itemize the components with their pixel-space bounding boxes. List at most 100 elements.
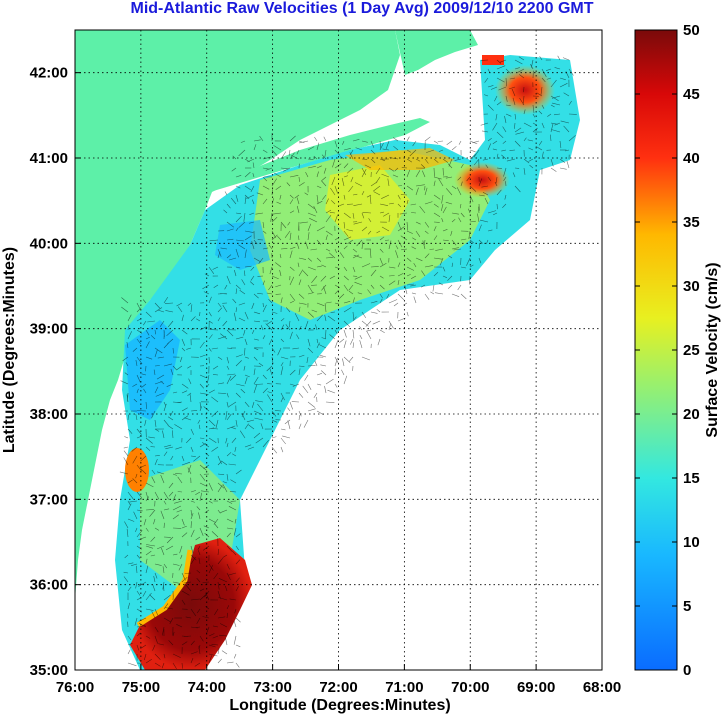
- velocity-arrow: [208, 482, 213, 491]
- velocity-arrow: [187, 392, 192, 397]
- velocity-arrow: [165, 310, 174, 313]
- velocity-arrow: [217, 382, 225, 385]
- velocity-arrow: [187, 467, 192, 475]
- velocity-arrow: [244, 185, 251, 191]
- velocity-arrow: [361, 190, 365, 196]
- velocity-arrow: [298, 176, 300, 182]
- velocity-arrow: [229, 598, 237, 601]
- velocity-arrow: [551, 129, 561, 133]
- velocity-arrow: [163, 403, 167, 412]
- velocity-arrow: [286, 182, 291, 187]
- velocity-arrow: [127, 649, 131, 655]
- velocity-arrow: [432, 284, 435, 292]
- velocity-arrow: [421, 270, 426, 277]
- velocity-arrow: [238, 244, 246, 250]
- velocity-arrow: [177, 306, 183, 313]
- velocity-arrow: [163, 508, 170, 511]
- velocity-arrow: [429, 248, 435, 250]
- velocity-arrow: [343, 221, 346, 229]
- velocity-arrow: [226, 518, 234, 523]
- velocity-arrow: [388, 167, 395, 172]
- speed-hotspot: [454, 162, 510, 198]
- velocity-arrow: [550, 123, 554, 133]
- velocity-arrow: [217, 392, 226, 394]
- velocity-arrow: [487, 68, 491, 73]
- lat-tick-label: 42:00: [30, 65, 68, 82]
- velocity-arrow: [244, 249, 247, 259]
- velocity-arrow: [433, 257, 443, 260]
- velocity-arrow: [124, 554, 129, 559]
- velocity-arrow: [343, 301, 351, 304]
- velocity-arrow: [217, 590, 221, 599]
- velocity-arrow: [195, 491, 201, 496]
- velocity-arrow: [235, 354, 243, 358]
- velocity-arrow: [494, 181, 498, 187]
- velocity-arrow: [211, 531, 219, 538]
- velocity-arrow: [172, 505, 182, 511]
- velocity-arrow: [481, 185, 489, 188]
- velocity-arrow: [485, 164, 489, 169]
- velocity-arrow: [224, 284, 228, 290]
- velocity-arrow: [199, 354, 206, 358]
- velocity-arrow: [433, 235, 438, 241]
- velocity-arrow: [235, 577, 240, 583]
- velocity-arrow: [143, 388, 147, 394]
- velocity-arrow: [198, 557, 201, 565]
- velocity-arrow: [161, 547, 165, 556]
- velocity-arrow: [244, 347, 246, 356]
- velocity-arrow: [231, 167, 237, 172]
- velocity-arrow: [373, 191, 381, 196]
- velocity-arrow: [439, 257, 444, 266]
- velocity-arrow: [412, 140, 417, 147]
- velocity-arrow: [383, 212, 390, 217]
- velocity-arrow: [235, 533, 241, 538]
- velocity-arrow: [433, 167, 435, 177]
- velocity-arrow: [309, 217, 318, 223]
- velocity-arrow: [196, 569, 201, 574]
- velocity-arrow: [496, 189, 502, 196]
- velocity-arrow: [514, 122, 516, 129]
- velocity-arrow: [395, 245, 399, 250]
- velocity-arrow: [229, 374, 237, 381]
- lat-tick-label: 35:00: [30, 662, 68, 679]
- velocity-arrow: [253, 376, 259, 385]
- velocity-arrow: [146, 544, 156, 547]
- velocity-arrow: [196, 608, 201, 614]
- velocity-arrow: [121, 306, 129, 313]
- velocity-arrow: [379, 329, 385, 333]
- gulf-stream-hotspot: [130, 538, 252, 670]
- velocity-arrow: [199, 406, 202, 412]
- velocity-arrow: [316, 314, 323, 322]
- velocity-arrow: [406, 149, 412, 153]
- velocity-arrow: [145, 509, 154, 511]
- velocity-arrow: [280, 437, 286, 445]
- velocity-arrow: [330, 200, 336, 205]
- colorbar-tick-label: 40: [683, 150, 700, 167]
- velocity-arrow: [177, 491, 183, 493]
- velocity-arrow: [511, 88, 516, 97]
- velocity-arrow: [451, 247, 459, 250]
- speed-patch: [345, 148, 455, 170]
- velocity-arrow: [316, 383, 322, 386]
- velocity-arrow: [505, 104, 511, 106]
- velocity-arrow: [199, 482, 208, 487]
- velocity-arrow: [468, 208, 471, 214]
- velocity-arrow: [235, 248, 239, 258]
- velocity-arrow: [477, 213, 480, 223]
- velocity-arrow: [250, 275, 255, 281]
- velocity-arrow: [279, 194, 282, 200]
- velocity-arrow: [235, 227, 239, 232]
- velocity-arrow: [145, 658, 152, 664]
- velocity-arrow: [253, 347, 259, 351]
- velocity-arrow: [235, 212, 242, 215]
- velocity-arrow: [196, 506, 201, 511]
- velocity-arrow: [127, 503, 132, 511]
- velocity-arrow: [145, 592, 152, 601]
- velocity-arrow: [190, 554, 197, 561]
- velocity-arrow: [180, 356, 183, 363]
- velocity-arrow: [373, 185, 381, 192]
- velocity-arrow: [226, 238, 234, 241]
- velocity-arrow: [248, 424, 255, 430]
- velocity-arrow: [535, 145, 543, 151]
- velocity-arrow: [238, 317, 246, 322]
